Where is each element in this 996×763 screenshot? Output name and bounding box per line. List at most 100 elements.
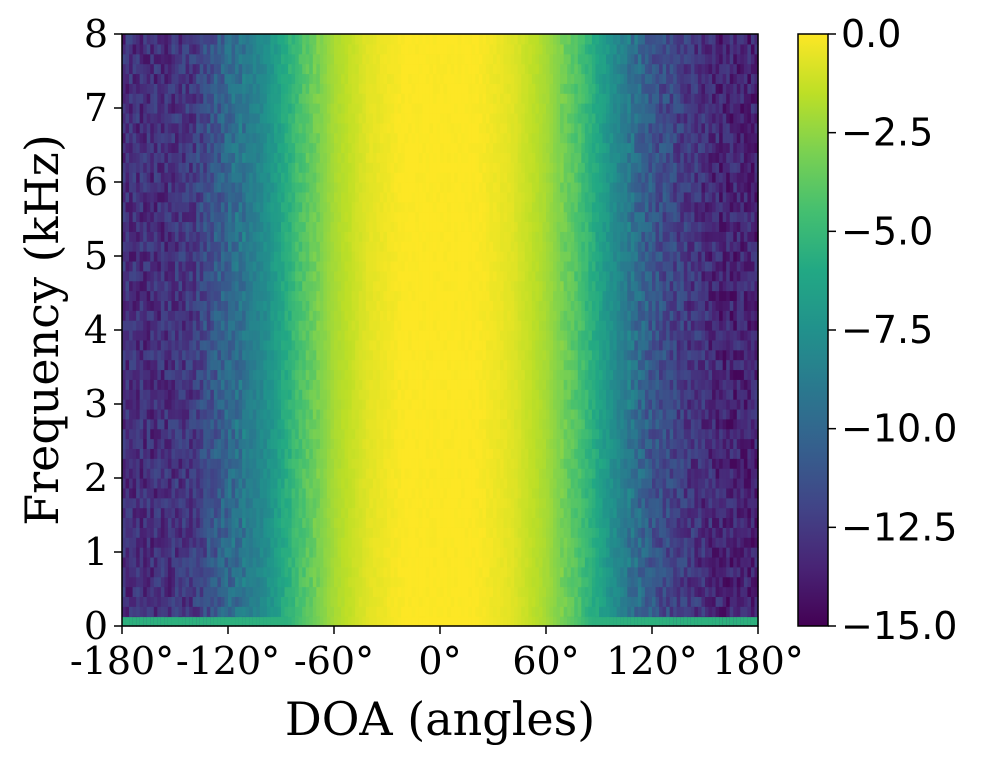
heatmap-cell	[330, 566, 335, 578]
heatmap-cell	[150, 537, 155, 548]
heatmap-cell	[372, 330, 377, 341]
heatmap-cell	[323, 152, 328, 163]
heatmap-cell	[351, 576, 356, 588]
heatmap-cell	[404, 468, 409, 479]
heatmap-cell	[379, 152, 385, 163]
heatmap-cell	[199, 527, 204, 538]
heatmap-cell	[312, 497, 317, 509]
heatmap-cell	[220, 241, 226, 252]
heatmap-cell	[270, 389, 275, 400]
heatmap-cell	[394, 83, 399, 94]
heatmap-cell	[365, 617, 370, 626]
heatmap-cell	[238, 428, 243, 440]
heatmap-cell	[164, 162, 169, 173]
heatmap-cell	[192, 162, 197, 173]
heatmap-cell	[217, 537, 222, 548]
heatmap-cell	[213, 507, 218, 519]
heatmap-cell	[277, 596, 282, 607]
heatmap-cell	[153, 182, 158, 193]
heatmap-cell	[146, 43, 151, 55]
heatmap-cell	[376, 566, 381, 578]
heatmap-cell	[401, 93, 406, 104]
heatmap-cell	[238, 389, 243, 400]
heatmap-cell	[245, 428, 250, 440]
heatmap-cell	[337, 251, 342, 262]
heatmap-cell	[341, 448, 346, 459]
heatmap-cell	[157, 359, 162, 371]
heatmap-cell	[150, 201, 155, 213]
heatmap-cell	[330, 73, 335, 84]
heatmap-cell	[160, 103, 165, 114]
heatmap-cell	[376, 320, 381, 331]
heatmap-cell	[132, 83, 137, 94]
heatmap-cell	[125, 231, 130, 242]
heatmap-cell	[379, 497, 385, 509]
heatmap-cell	[160, 211, 165, 223]
heatmap-cell	[365, 191, 370, 203]
heatmap-cell	[189, 270, 194, 282]
heatmap-cell	[369, 349, 374, 361]
heatmap-cell	[277, 517, 282, 528]
heatmap-cell	[302, 527, 307, 538]
heatmap-cell	[337, 507, 342, 519]
heatmap-cell	[358, 191, 363, 203]
heatmap-cell	[263, 576, 268, 588]
heatmap-cell	[252, 349, 257, 361]
heatmap-cell	[291, 537, 296, 548]
heatmap-cell	[270, 418, 275, 430]
heatmap-cell	[344, 142, 349, 153]
heatmap-cell	[330, 576, 335, 588]
heatmap-cell	[362, 221, 367, 232]
heatmap-cell	[132, 537, 137, 548]
heatmap-cell	[348, 507, 353, 519]
heatmap-cell	[182, 349, 187, 361]
heatmap-cell	[270, 438, 275, 449]
heatmap-cell	[316, 507, 321, 519]
heatmap-cell	[323, 103, 328, 114]
heatmap-cell	[196, 221, 201, 232]
heatmap-cell	[284, 527, 289, 538]
heatmap-cell	[228, 34, 233, 45]
heatmap-cell	[365, 596, 370, 607]
heatmap-cell	[210, 260, 215, 272]
heatmap-cell	[178, 438, 183, 449]
heatmap-cell	[252, 142, 257, 153]
heatmap-cell	[203, 389, 208, 400]
heatmap-cell	[281, 586, 286, 597]
heatmap-cell	[288, 369, 293, 380]
heatmap-cell	[319, 34, 324, 45]
heatmap-cell	[196, 310, 201, 321]
heatmap-cell	[273, 547, 279, 558]
heatmap-cell	[288, 260, 293, 272]
heatmap-cell	[390, 310, 395, 321]
heatmap-cell	[284, 320, 289, 331]
heatmap-cell	[390, 448, 395, 459]
heatmap-cell	[365, 349, 370, 361]
heatmap-cell	[397, 458, 402, 469]
heatmap-cell	[291, 191, 296, 203]
heatmap-cell	[228, 162, 233, 173]
heatmap-cell	[252, 586, 257, 597]
heatmap-cell	[122, 191, 127, 203]
heatmap-cell	[316, 201, 321, 213]
heatmap-cell	[263, 438, 268, 449]
heatmap-cell	[220, 566, 226, 578]
heatmap-cell	[369, 547, 374, 558]
heatmap-cell	[358, 379, 363, 390]
heatmap-cell	[143, 211, 148, 223]
heatmap-cell	[178, 241, 183, 252]
heatmap-cell	[178, 93, 183, 104]
heatmap-cell	[312, 162, 317, 173]
heatmap-cell	[199, 241, 204, 252]
heatmap-cell	[139, 260, 144, 272]
heatmap-cell	[341, 201, 346, 213]
heatmap-cell	[231, 221, 236, 232]
heatmap-cell	[344, 43, 349, 55]
heatmap-cell	[273, 93, 279, 104]
heatmap-cell	[146, 63, 151, 75]
heatmap-cell	[337, 517, 342, 528]
heatmap-cell	[242, 527, 247, 538]
heatmap-cell	[213, 152, 218, 163]
heatmap-cell	[213, 93, 218, 104]
heatmap-cell	[309, 73, 314, 84]
